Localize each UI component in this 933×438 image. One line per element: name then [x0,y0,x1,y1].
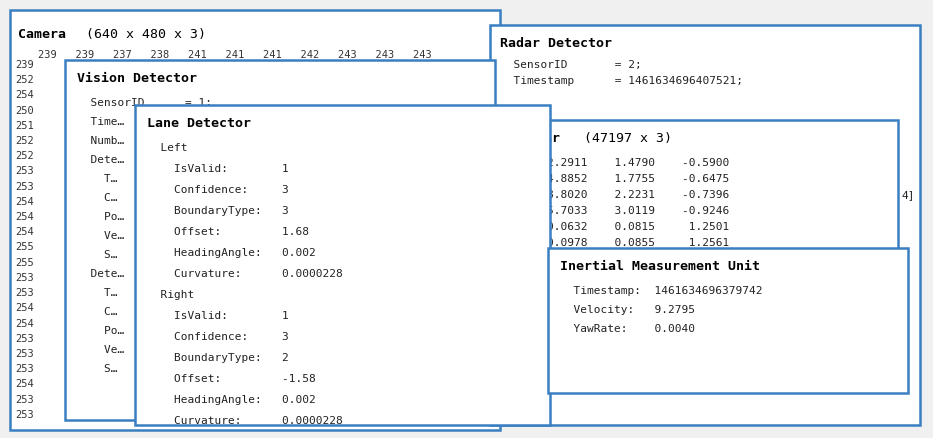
Text: SensorID      = 1;: SensorID = 1; [77,98,212,108]
Text: 255: 255 [15,258,34,268]
Text: 250: 250 [15,106,34,116]
Text: 254: 254 [15,90,34,100]
Text: 253: 253 [15,182,34,192]
Text: 253: 253 [15,364,34,374]
Text: 255: 255 [15,243,34,252]
Text: Timestamp      = 1461634696407521;: Timestamp = 1461634696407521; [500,76,743,86]
Text: Dete…: Dete… [77,269,124,279]
Text: YawRate:    0.0040: YawRate: 0.0040 [560,324,695,334]
Text: 4]: 4] [901,190,914,200]
Bar [10,10,500,430]
Text: Offset:         -1.58: Offset: -1.58 [147,374,315,384]
Text: Curvature:      0.0000228: Curvature: 0.0000228 [147,269,342,279]
Text: Inertial Measurement Unit: Inertial Measurement Unit [560,260,760,273]
Text: -0.0978    0.0855     1.2561: -0.0978 0.0855 1.2561 [520,238,730,248]
Text: Detections(3): Detections(3) [500,350,588,360]
Text: Right: Right [147,290,194,300]
Text: 253: 253 [15,166,34,177]
Text: Radar Detector: Radar Detector [500,37,612,50]
Text: Ve…: Ve… [77,231,124,241]
Text: 252: 252 [15,151,34,161]
Text: 253: 253 [15,334,34,344]
Text: (640 x 480 x 3): (640 x 480 x 3) [70,28,206,41]
Text: Po…: Po… [77,212,124,222]
Text: 253: 253 [15,273,34,283]
Text: Po…: Po… [77,326,124,336]
Text: TrackID:       12: TrackID: 12 [500,366,628,376]
Text: 254: 254 [15,379,34,389]
Text: BoundaryType:   3: BoundaryType: 3 [147,206,288,216]
Text: Confidence:     3: Confidence: 3 [147,332,288,342]
Text: -18.8020    2.2231    -0.7396: -18.8020 2.2231 -0.7396 [520,190,730,200]
Text: IsValid:        1: IsValid: 1 [147,311,288,321]
Text: C…: C… [77,307,118,317]
Text: Lidar: Lidar [520,132,560,145]
Text: -12.2911    1.4790    -0.5900: -12.2911 1.4790 -0.5900 [520,158,730,168]
Bar [135,105,550,425]
Text: Lane Detector: Lane Detector [147,117,251,130]
Text: TrackStatus: TrackStatus [500,382,588,392]
Text: Offset:         1.68: Offset: 1.68 [147,227,309,237]
Bar [508,120,898,370]
Text: 239   239   237   238   241   241   241   242   243   243   243: 239 239 237 238 241 241 241 242 243 243 … [38,50,432,60]
Text: 253: 253 [15,395,34,405]
Text: (47197 x 3): (47197 x 3) [560,132,672,145]
Text: Curvature:      0.0000228: Curvature: 0.0000228 [147,416,342,426]
Text: S…: S… [77,250,118,260]
Text: -0.0632    0.0815     1.2501: -0.0632 0.0815 1.2501 [520,222,730,232]
Text: 252: 252 [15,75,34,85]
Text: T…: T… [77,174,118,184]
Text: 239: 239 [15,60,34,70]
Text: -14.8852    1.7755    -0.6475: -14.8852 1.7755 -0.6475 [520,174,730,184]
Text: Camera: Camera [18,28,66,41]
Text: Vision Detector: Vision Detector [77,72,197,85]
Text: 254: 254 [15,304,34,313]
Text: C…: C… [77,193,118,203]
Text: S…: S… [77,364,118,374]
Text: Left: Left [147,143,188,153]
Bar [490,25,920,425]
Text: HeadingAngle:   0.002: HeadingAngle: 0.002 [147,395,315,405]
Bar [548,248,908,393]
Text: Numb…: Numb… [77,136,124,146]
Text: -25.7033    3.0119    -0.9246: -25.7033 3.0119 -0.9246 [520,206,730,216]
Text: 253: 253 [15,410,34,420]
Text: HeadingAngle:   0.002: HeadingAngle: 0.002 [147,248,315,258]
Text: 254: 254 [15,212,34,222]
Text: 253: 253 [15,349,34,359]
Text: Confidence:     3: Confidence: 3 [147,185,288,195]
Text: Time…: Time… [77,117,124,127]
Text: 251: 251 [15,121,34,131]
Text: 254: 254 [15,197,34,207]
Text: Velocity:   9.2795: Velocity: 9.2795 [560,305,695,315]
Text: 252: 252 [15,136,34,146]
Text: 254: 254 [15,227,34,237]
Text: Ve…: Ve… [77,345,124,355]
Bar [65,60,495,420]
Text: Dete…: Dete… [77,155,124,165]
Text: 254: 254 [15,318,34,328]
Text: Timestamp:  1461634696379742: Timestamp: 1461634696379742 [560,286,762,296]
Text: BoundaryType:   2: BoundaryType: 2 [147,353,288,363]
Text: IsValid:        1: IsValid: 1 [147,164,288,174]
Text: SensorID       = 2;: SensorID = 2; [500,60,642,70]
Text: T…: T… [77,288,118,298]
Text: 253: 253 [15,288,34,298]
